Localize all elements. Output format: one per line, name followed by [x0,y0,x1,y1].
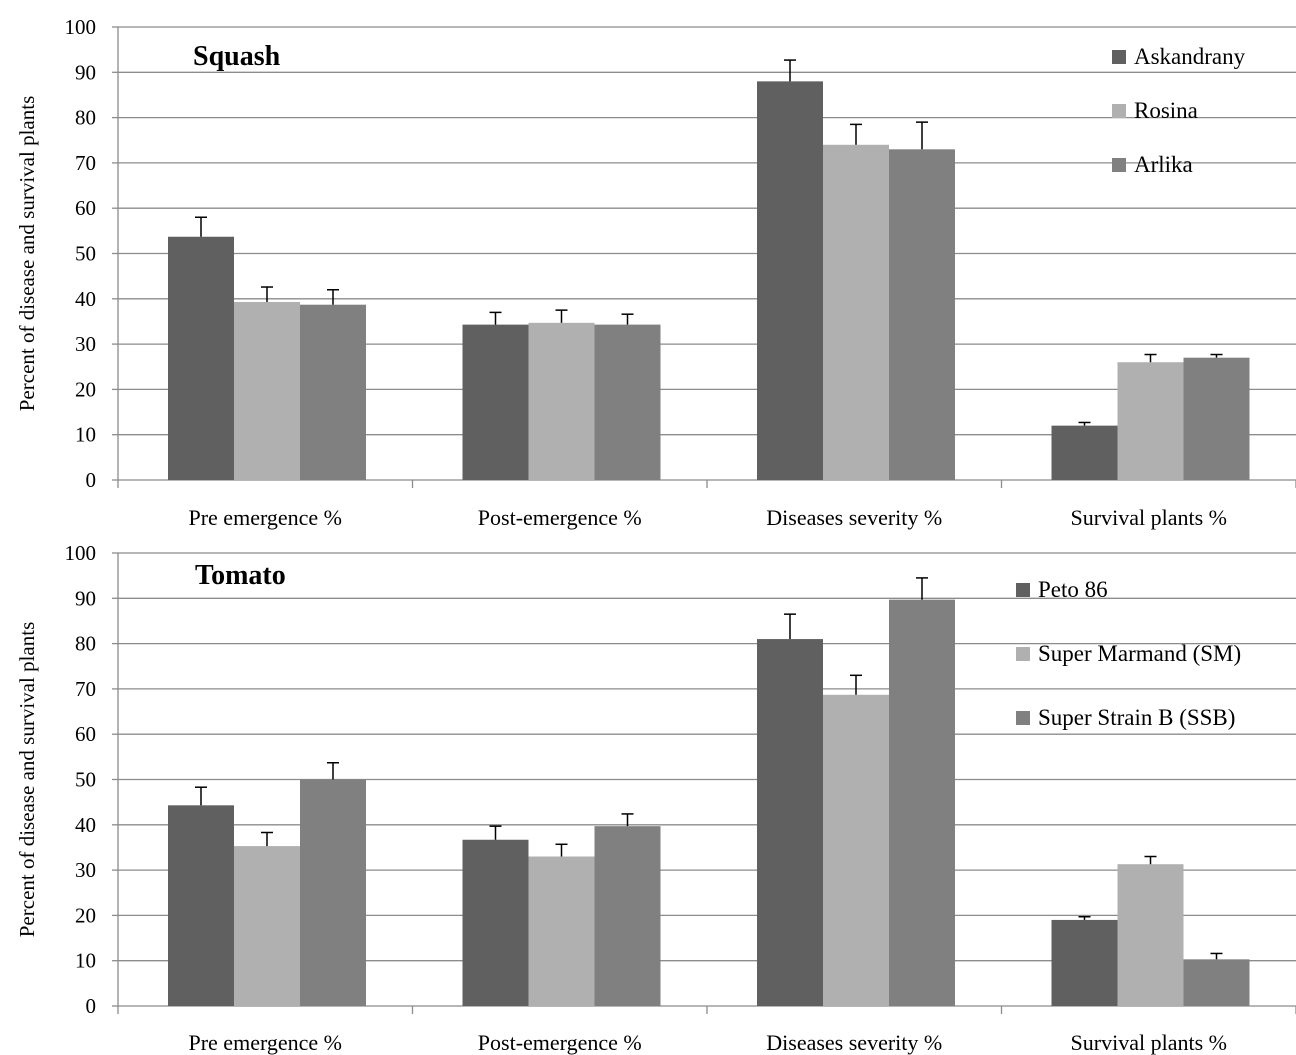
bar [300,779,366,1006]
y-tick-label: 70 [75,151,96,175]
bar [1051,425,1118,480]
bar [823,694,889,1006]
bar [1183,357,1250,480]
bar [528,322,595,480]
y-tick-label: 100 [65,541,97,565]
bar [462,324,529,480]
category-label: Pre emergence % [188,505,342,530]
bar [594,826,661,1006]
bar [757,81,823,481]
chart-panel-2: 0 10 20 30 40 50 60 70 80 90 100 Pre emergence % Pos… [15,541,1296,1055]
bar [757,639,823,1006]
bar [528,856,595,1006]
panel-title: Squash [193,41,281,72]
y-tick-label: 0 [86,468,97,492]
category-label: Survival plants % [1071,505,1227,530]
y-tick-label: 80 [75,106,96,130]
category-label: Post-emergence % [478,505,642,530]
bar [300,304,366,480]
y-axis-label: Percent of disease and survival plants [15,622,39,938]
y-tick-label: 50 [75,242,96,266]
legend-swatch [1112,104,1126,118]
bar [1183,959,1250,1006]
y-tick-label: 90 [75,60,96,84]
legend-swatch [1112,158,1126,172]
legend-label: Super Strain B (SSB) [1038,705,1235,730]
bar [168,805,234,1006]
bar [823,144,889,480]
y-tick-label: 30 [75,858,96,882]
category-label: Post-emergence % [478,1030,642,1055]
y-tick-label: 50 [75,768,96,792]
panel-title: Tomato [195,560,286,591]
bar [1117,864,1184,1006]
category-label: Pre emergence % [188,1030,342,1055]
bar [234,301,300,480]
y-tick-label: 80 [75,632,96,656]
y-tick-label: 10 [75,949,96,973]
y-tick-label: 0 [86,994,97,1018]
y-tick-label: 40 [75,287,96,311]
bar [168,236,234,480]
legend-swatch [1016,711,1030,725]
category-label: Diseases severity % [766,505,942,530]
y-tick-label: 40 [75,813,96,837]
bar [462,839,529,1006]
legend-swatch [1016,647,1030,661]
y-tick-label: 20 [75,903,96,927]
legend-label: Arlika [1134,152,1193,177]
category-label: Diseases severity % [766,1030,942,1055]
y-tick-label: 60 [75,196,96,220]
legend-label: Rosina [1134,98,1198,123]
y-tick-label: 100 [65,15,97,39]
bar [1051,919,1118,1006]
legend-label: Peto 86 [1038,577,1108,602]
category-label: Survival plants % [1071,1030,1227,1055]
bar [234,846,300,1006]
y-tick-label: 10 [75,423,96,447]
bar [594,324,661,480]
chart-panel-1: 0 10 20 30 40 50 60 70 80 90 100 Pre emergence % Pos… [15,15,1296,530]
y-tick-label: 90 [75,586,96,610]
bar [889,149,955,480]
legend-label: Super Marmand (SM) [1038,641,1241,666]
y-tick-label: 70 [75,677,96,701]
y-tick-label: 20 [75,377,96,401]
y-axis-label: Percent of disease and survival plants [15,96,39,412]
y-tick-label: 60 [75,722,96,746]
legend-swatch [1112,50,1126,64]
bar [889,599,955,1006]
legend-swatch [1016,583,1030,597]
legend-label: Askandrany [1134,44,1246,69]
bar [1117,362,1184,480]
y-tick-label: 30 [75,332,96,356]
